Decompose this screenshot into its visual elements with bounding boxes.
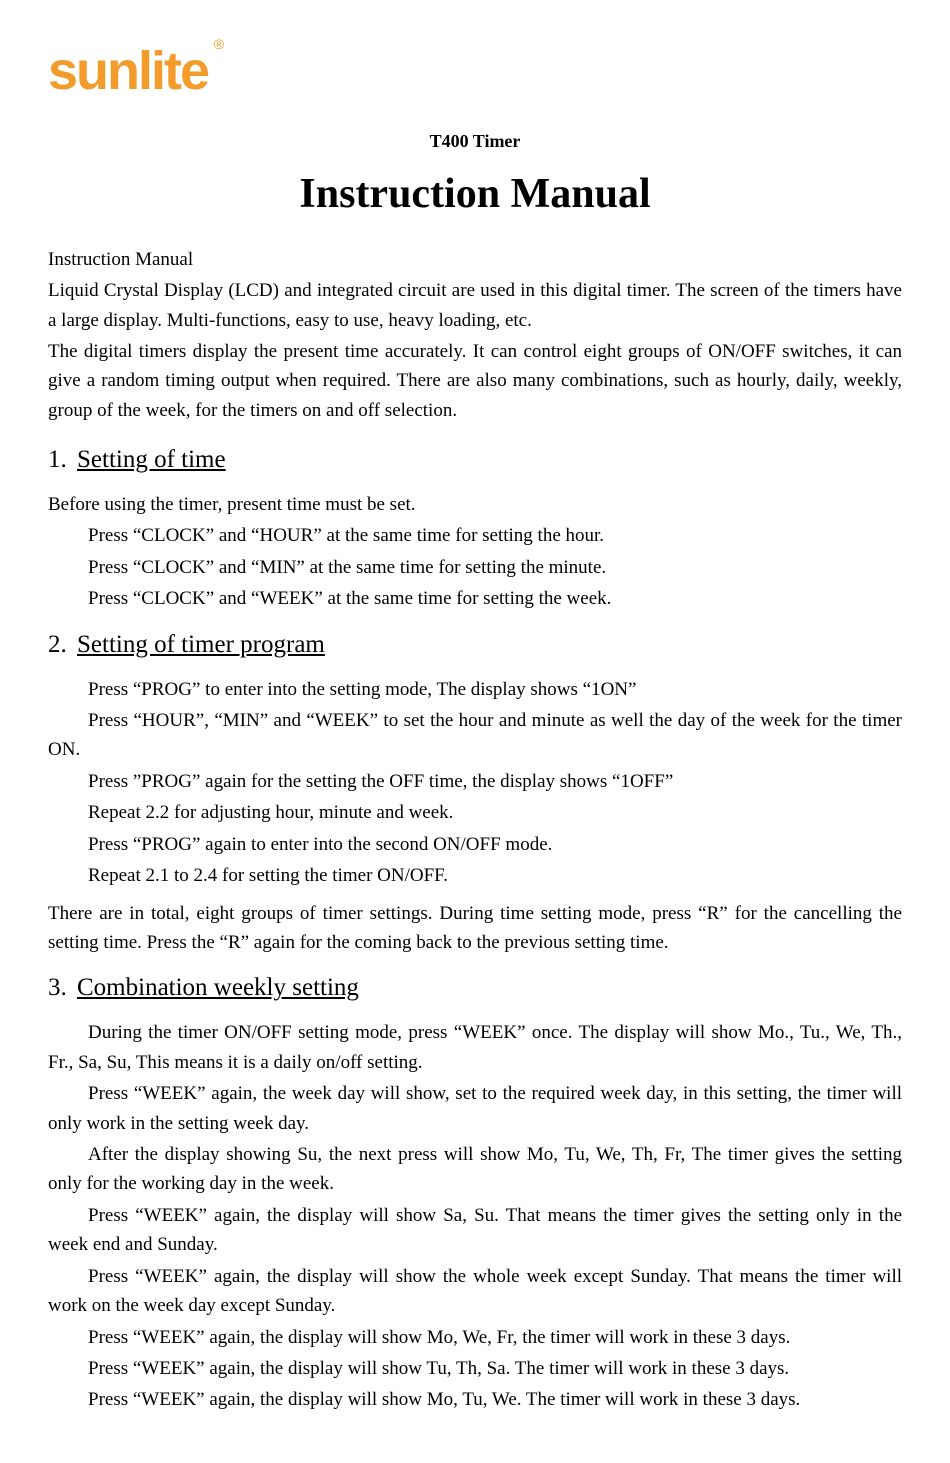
brand-logo: sunlite®	[48, 30, 208, 114]
section-item: Press ”PROG” again for the setting the O…	[48, 767, 902, 796]
section-item: Press “PROG” to enter into the setting m…	[48, 675, 902, 704]
footnote-text: There are in total, eight groups of time…	[48, 899, 902, 958]
registered-mark-icon: ®	[214, 34, 222, 56]
section-lead: Before using the timer, present time mus…	[48, 490, 902, 519]
section-body: During the timer ON/OFF setting mode, pr…	[48, 1018, 902, 1415]
section-item: Press “CLOCK” and “MIN” at the same time…	[48, 553, 902, 582]
section-item: Press “HOUR”, “MIN” and “WEEK” to set th…	[48, 706, 902, 765]
section-item: During the timer ON/OFF setting mode, pr…	[48, 1018, 902, 1077]
section-body: Press “PROG” to enter into the setting m…	[48, 675, 902, 891]
section-title: Setting of timer program	[77, 631, 325, 658]
section-item: Press “CLOCK” and “WEEK” at the same tim…	[48, 584, 902, 613]
section-item: Press “WEEK” again, the display will sho…	[48, 1354, 902, 1383]
section-heading: 2. Setting of timer program	[48, 626, 902, 665]
section-body: Before using the timer, present time mus…	[48, 490, 902, 614]
section-item: Press “WEEK” again, the week day will sh…	[48, 1079, 902, 1138]
section-item: After the display showing Su, the next p…	[48, 1140, 902, 1199]
section-item: Repeat 2.2 for adjusting hour, minute an…	[48, 798, 902, 827]
brand-logo-text: sunlite	[48, 41, 208, 101]
page-title: Instruction Manual	[48, 162, 902, 227]
section-item: Press “WEEK” again, the display will sho…	[48, 1385, 902, 1414]
section-heading: 1. Setting of time	[48, 441, 902, 480]
section-number: 3.	[48, 969, 67, 1008]
intro-paragraph: Liquid Crystal Display (LCD) and integra…	[48, 276, 902, 335]
section-item: Press “WEEK” again, the display will sho…	[48, 1262, 902, 1321]
section-number: 2.	[48, 626, 67, 665]
section-item: Press “WEEK” again, the display will sho…	[48, 1323, 902, 1352]
product-title: T400 Timer	[48, 128, 902, 156]
section-item: Press “PROG” again to enter into the sec…	[48, 830, 902, 859]
intro-subtitle: Instruction Manual	[48, 245, 902, 274]
section-footnote: There are in total, eight groups of time…	[48, 899, 902, 958]
section-number: 1.	[48, 441, 67, 480]
section-title: Setting of time	[77, 446, 226, 473]
section-item: Repeat 2.1 to 2.4 for setting the timer …	[48, 861, 902, 890]
section-item: Press “WEEK” again, the display will sho…	[48, 1201, 902, 1260]
section-heading: 3. Combination weekly setting	[48, 969, 902, 1008]
intro-paragraph: The digital timers display the present t…	[48, 337, 902, 425]
section-title: Combination weekly setting	[77, 974, 359, 1001]
section-item: Press “CLOCK” and “HOUR” at the same tim…	[48, 521, 902, 550]
intro-block: Instruction Manual Liquid Crystal Displa…	[48, 245, 902, 426]
